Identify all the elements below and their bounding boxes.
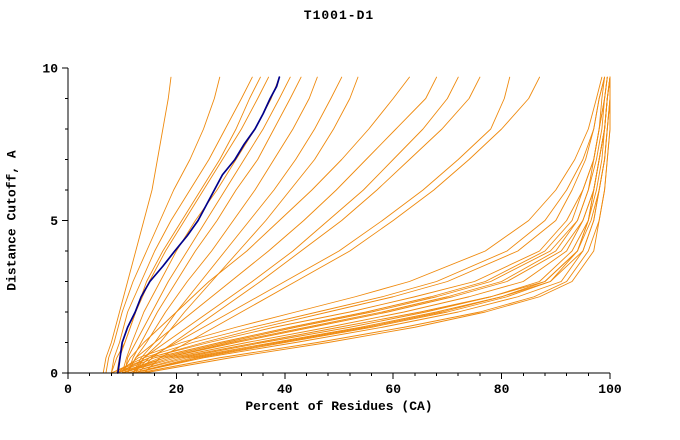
curve-m33 — [116, 76, 603, 374]
x-tick-label: 60 — [385, 382, 401, 397]
curve-m04 — [124, 76, 291, 374]
curve-m07 — [105, 76, 221, 374]
curve-m25 — [132, 76, 611, 374]
chart-title: T1001-D1 — [303, 8, 375, 23]
x-tick-label: 20 — [169, 382, 185, 397]
curve-m31 — [132, 76, 611, 374]
curve-m21 — [127, 76, 611, 374]
curve-m06 — [110, 76, 261, 374]
x-tick-label: 0 — [64, 382, 72, 397]
curve-m13 — [127, 76, 438, 374]
curve-m19 — [132, 76, 611, 374]
curve-m28 — [143, 76, 611, 374]
curve-m17 — [143, 76, 540, 374]
curve-m26 — [116, 76, 606, 374]
curve-m05 — [127, 76, 302, 374]
x-axis-label: Percent of Residues (CA) — [245, 399, 433, 414]
x-tick-label: 40 — [277, 382, 293, 397]
curve-m27 — [127, 76, 611, 374]
curve-m29 — [121, 76, 611, 374]
curve-m12 — [121, 76, 410, 374]
curve-m15 — [132, 76, 511, 374]
curve-m34 — [121, 76, 608, 374]
x-tick-label: 100 — [598, 382, 622, 397]
curve-m16 — [138, 76, 481, 374]
curve-m01 — [110, 76, 253, 374]
curve-m10 — [132, 76, 343, 374]
curve-m09 — [102, 76, 172, 374]
curve-m14 — [132, 76, 459, 374]
x-tick-label: 80 — [494, 382, 510, 397]
curve-highlight — [117, 76, 281, 374]
y-tick-label: 5 — [50, 214, 58, 229]
y-tick-label: 10 — [42, 62, 58, 77]
curve-m11 — [135, 76, 359, 374]
y-tick-label: 0 — [50, 367, 58, 382]
curve-m08 — [127, 76, 318, 374]
curve-m32 — [110, 76, 606, 374]
